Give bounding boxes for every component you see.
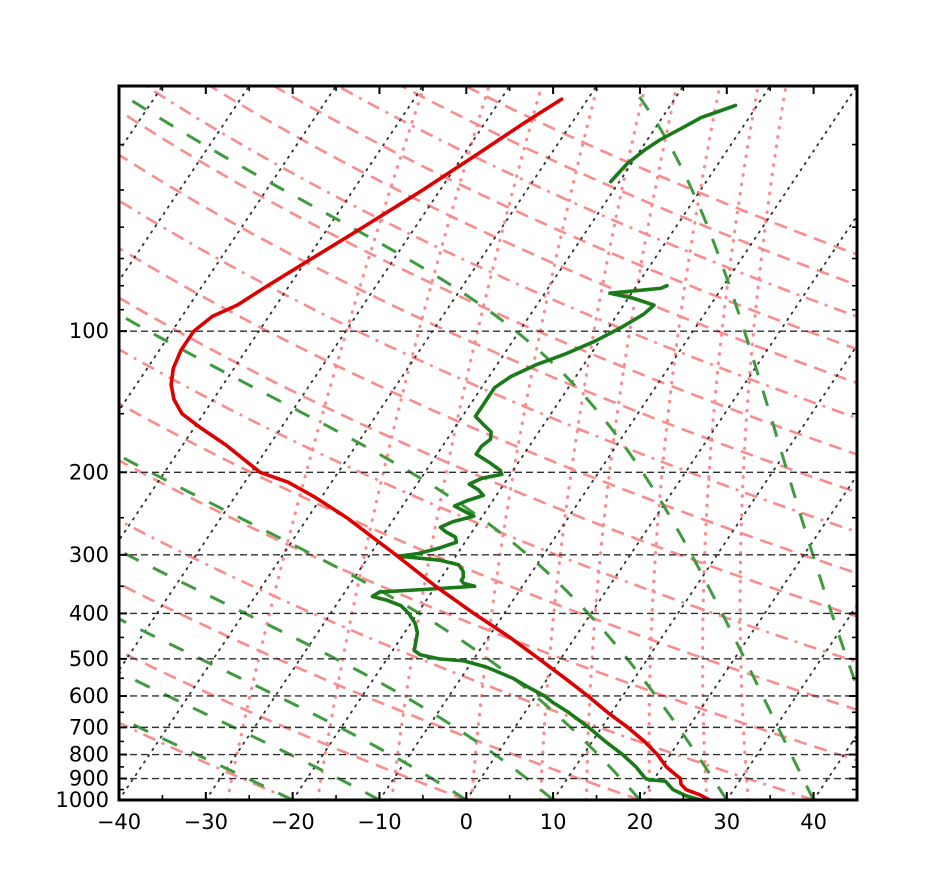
mixing-ratio-lines	[225, 86, 788, 800]
pressure-tick-label: 400	[69, 601, 109, 625]
isotherm-lines	[119, 86, 857, 800]
isobar-gridlines	[119, 330, 857, 800]
temperature-tick-label: −10	[357, 810, 401, 834]
temperature-tick-label: 0	[460, 810, 473, 834]
pressure-tick-label: 700	[69, 715, 109, 739]
temperature-tick-label: −30	[184, 810, 228, 834]
pressure-tick-label: 500	[69, 647, 109, 671]
pressure-tick-label: 200	[69, 460, 109, 484]
temperature-tick-labels: −40 −30 −20 −10 0 10 20 30 40	[97, 810, 827, 834]
temperature-tick-label: −20	[270, 810, 314, 834]
pressure-tick-label: 800	[69, 743, 109, 767]
temperature-tick-label: −40	[97, 810, 141, 834]
pressure-tick-label: 300	[69, 543, 109, 567]
axis-frame	[117, 84, 859, 802]
dewpoint-upper-profile-line	[608, 103, 738, 184]
temperature-tick-label: 10	[540, 810, 567, 834]
pressure-tick-label: 100	[69, 319, 109, 343]
temperature-profile-line	[169, 97, 712, 800]
pressure-tick-label: 900	[69, 767, 109, 791]
dry-adiabat-lines	[119, 86, 857, 800]
temperature-tick-label: 40	[800, 810, 827, 834]
temperature-tick-label: 30	[713, 810, 740, 834]
pressure-tick-label: 600	[69, 684, 109, 708]
temperature-tick-label: 20	[627, 810, 654, 834]
pressure-tick-label: 1000	[56, 788, 109, 812]
axis-ticks	[118, 85, 858, 801]
